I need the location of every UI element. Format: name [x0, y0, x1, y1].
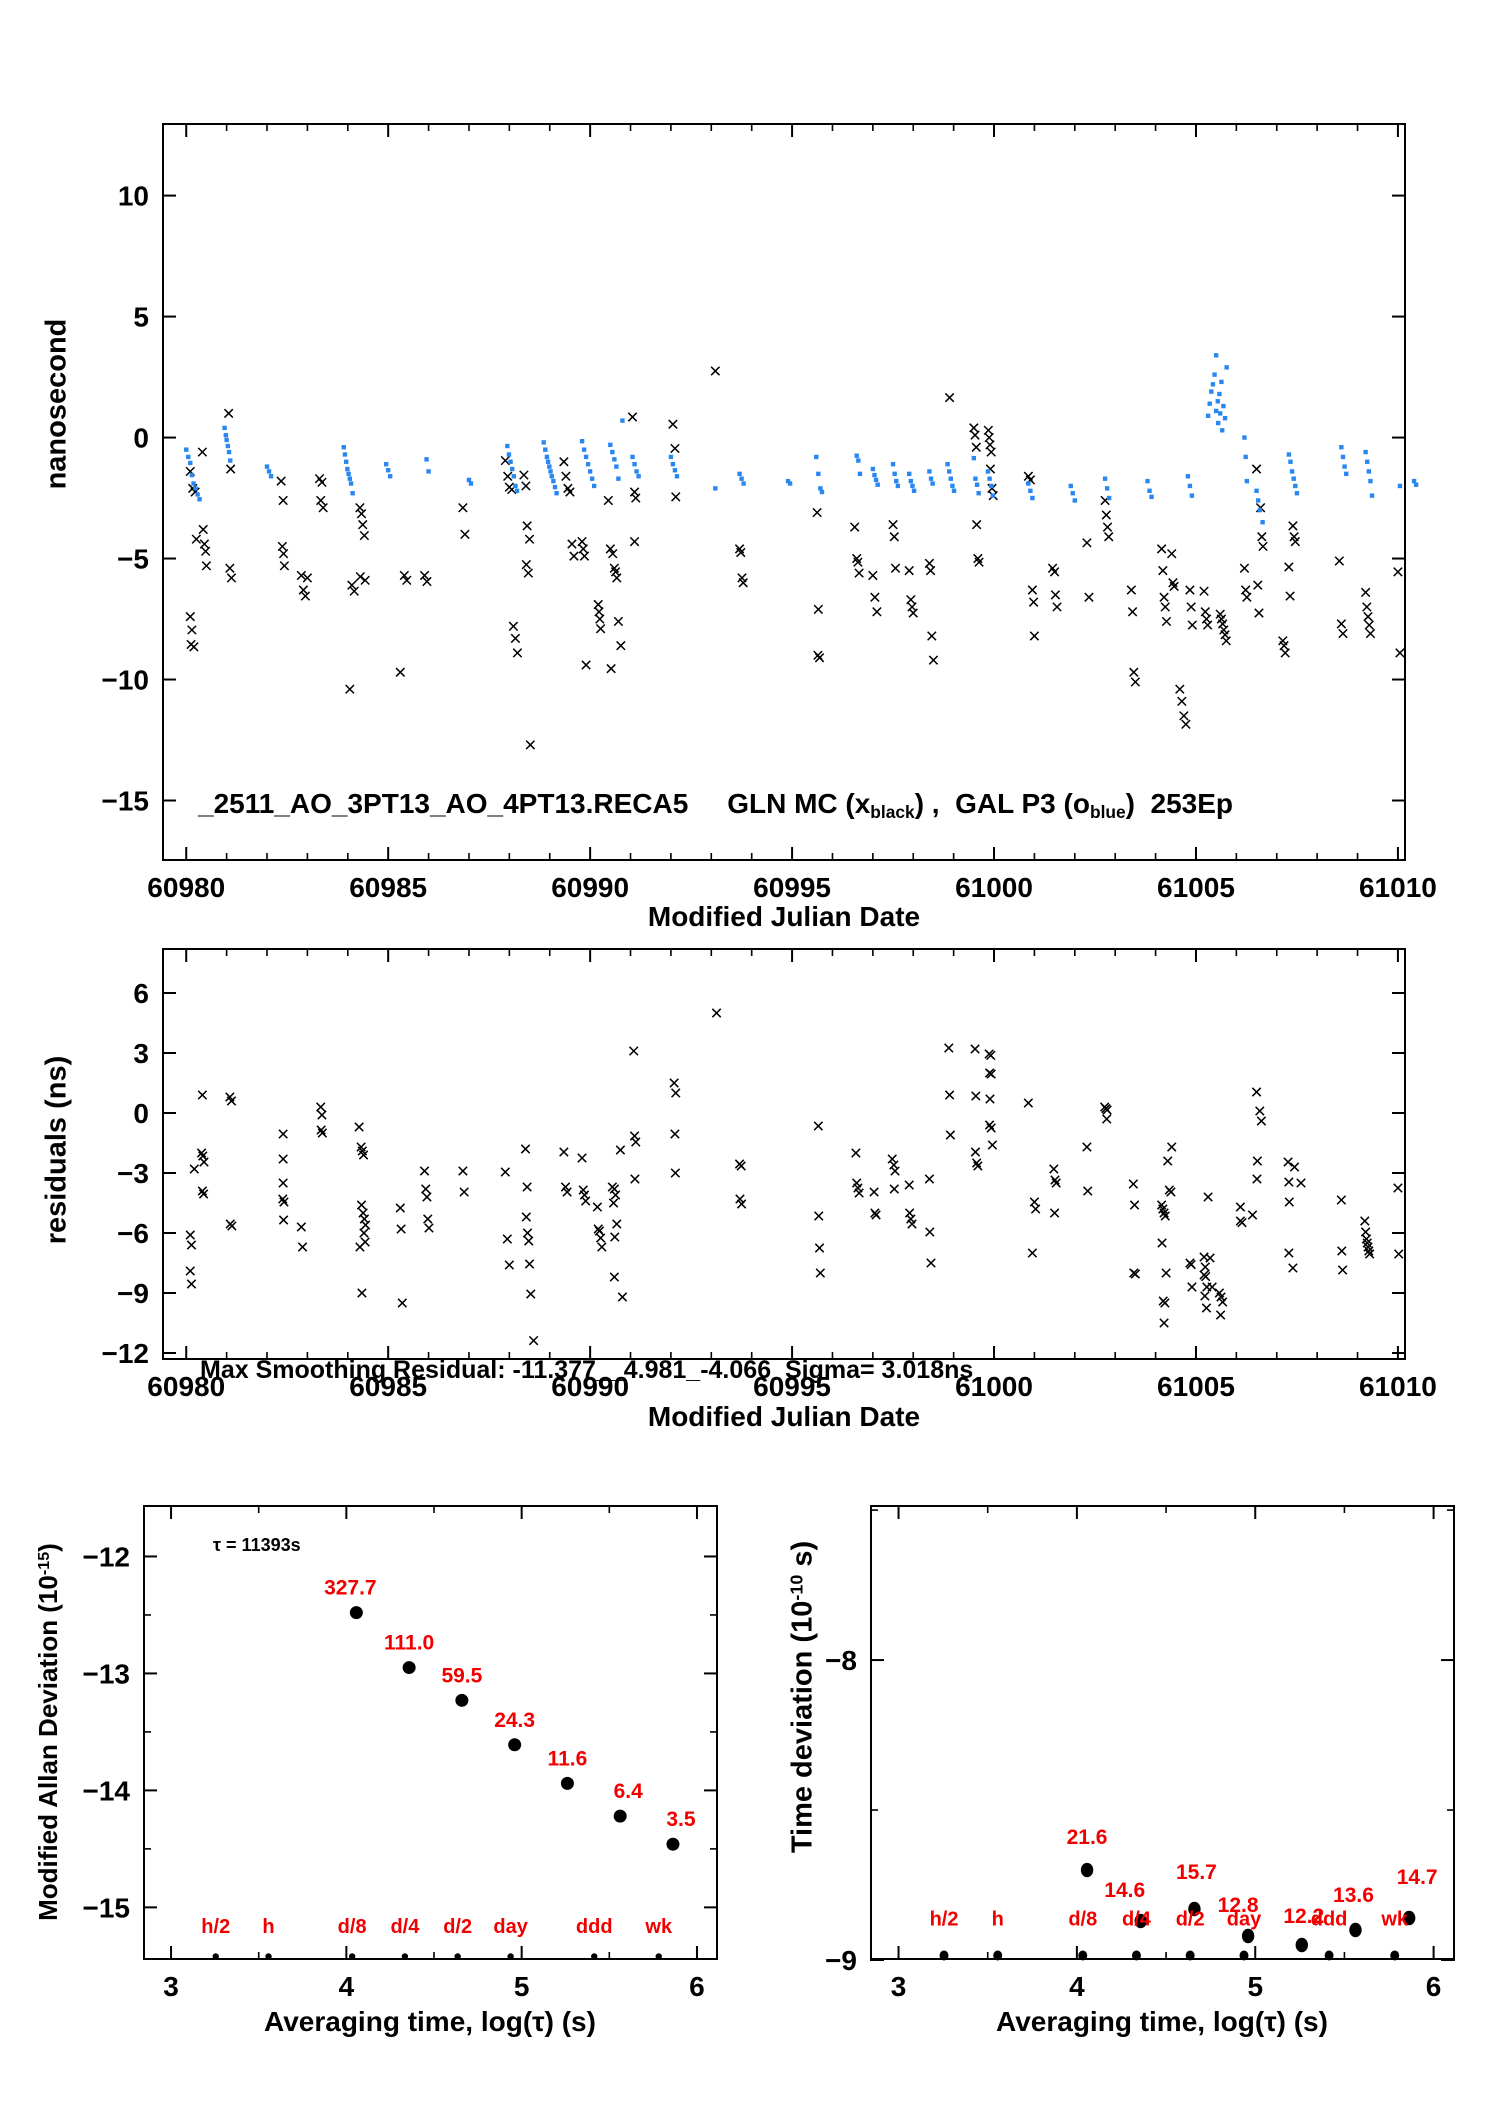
- svg-text:−9: −9: [117, 1278, 149, 1309]
- svg-text:0: 0: [133, 1098, 149, 1129]
- svg-text:61005: 61005: [1157, 872, 1235, 903]
- svg-text:wk: wk: [1380, 1909, 1409, 1931]
- svg-text:d/2: d/2: [1176, 1909, 1205, 1931]
- svg-text:3: 3: [163, 1971, 179, 2002]
- mdev-plot: 3 4 5 6 −12 −13 −14 −15 327.7 111.0 59.5 24.3 11.6 6.…: [83, 1505, 718, 2002]
- top-scatter-plot: 60980 60985 60990 60995 61000 61005 61010 10 5 0 −…: [102, 123, 1437, 903]
- svg-text:5: 5: [1247, 1971, 1263, 2002]
- svg-text:3.5: 3.5: [666, 1808, 696, 1831]
- svg-text:3: 3: [891, 1971, 907, 2002]
- svg-text:−12: −12: [83, 1541, 131, 1572]
- svg-text:0: 0: [133, 423, 149, 454]
- svg-text:−15: −15: [83, 1892, 131, 1923]
- svg-text:−9: −9: [825, 1945, 857, 1976]
- svg-text:−15: −15: [102, 786, 150, 817]
- svg-text:21.6: 21.6: [1067, 1826, 1108, 1849]
- svg-text:60990: 60990: [551, 1371, 629, 1402]
- svg-text:60980: 60980: [147, 872, 225, 903]
- residuals-plot: 60980 60985 60990 60995 61000 61005 61010 6 3 0 −3…: [102, 948, 1437, 1402]
- svg-text:111.0: 111.0: [384, 1632, 434, 1655]
- svg-text:6: 6: [689, 1971, 705, 2002]
- top-plot-title: _2511_AO_3PT13_AO_4PT13.RECA5 GLN MC (xb…: [198, 788, 1234, 822]
- svg-text:60985: 60985: [349, 872, 427, 903]
- mdev-y-axis-label: Modified Allan Deviation (10-15): [33, 1543, 63, 1921]
- svg-text:61000: 61000: [955, 1371, 1033, 1402]
- mdev-x-axis-label: Averaging time, log(τ) (s): [264, 2006, 596, 2037]
- svg-text:5: 5: [133, 302, 149, 333]
- svg-text:60985: 60985: [349, 1371, 427, 1402]
- svg-text:60980: 60980: [147, 1371, 225, 1402]
- svg-text:−12: −12: [102, 1338, 150, 1369]
- svg-text:12.2: 12.2: [1283, 1905, 1324, 1928]
- svg-text:3: 3: [133, 1038, 149, 1069]
- svg-text:−3: −3: [117, 1158, 149, 1189]
- svg-text:d/8: d/8: [338, 1916, 367, 1938]
- tdev-plot: 3 4 5 6 −8 −9 21.6 14.6 15.712.8 12.2 13.6 14.7 h/2 h…: [825, 1505, 1455, 2002]
- svg-text:61010: 61010: [1359, 872, 1437, 903]
- svg-text:−8: −8: [825, 1645, 857, 1676]
- tdev-x-axis-label: Averaging time, log(τ) (s): [996, 2006, 1328, 2037]
- svg-text:h: h: [992, 1909, 1004, 1931]
- svg-text:61005: 61005: [1157, 1371, 1235, 1402]
- svg-text:6: 6: [1426, 1971, 1442, 2002]
- svg-text:14.6: 14.6: [1104, 1879, 1145, 1902]
- mdev-tau-annotation: τ = 11393s: [213, 1535, 301, 1555]
- svg-text:60995: 60995: [753, 1371, 831, 1402]
- svg-text:day: day: [493, 1916, 528, 1938]
- svg-text:13.6: 13.6: [1333, 1884, 1374, 1907]
- svg-text:14.7: 14.7: [1397, 1866, 1438, 1889]
- svg-text:d/8: d/8: [1068, 1909, 1097, 1931]
- svg-text:h/2: h/2: [930, 1909, 959, 1931]
- svg-text:60995: 60995: [753, 872, 831, 903]
- svg-text:−10: −10: [102, 665, 150, 696]
- top-x-axis-label: Modified Julian Date: [647, 901, 921, 932]
- svg-text:h: h: [262, 1916, 274, 1938]
- svg-text:4: 4: [339, 1971, 355, 2002]
- svg-text:10: 10: [118, 181, 149, 212]
- svg-text:15.7: 15.7: [1176, 1861, 1217, 1884]
- svg-text:6.4: 6.4: [614, 1780, 644, 1803]
- top-y-axis-label: nanosecond: [40, 318, 73, 490]
- svg-text:wk: wk: [644, 1916, 673, 1938]
- svg-text:61010: 61010: [1359, 1371, 1437, 1402]
- svg-text:327.7: 327.7: [324, 1577, 377, 1600]
- residuals-y-axis-label: residuals (ns): [40, 1055, 73, 1245]
- svg-text:5: 5: [514, 1971, 530, 2002]
- svg-text:ddd: ddd: [576, 1916, 613, 1938]
- svg-text:d/2: d/2: [443, 1916, 472, 1938]
- residuals-annotation: Max Smoothing Residual: -11.377__4.981_-…: [200, 1356, 974, 1384]
- svg-text:ddd: ddd: [1311, 1909, 1348, 1931]
- svg-text:−13: −13: [83, 1658, 131, 1689]
- svg-text:−14: −14: [83, 1775, 131, 1806]
- svg-text:d/4: d/4: [390, 1916, 420, 1938]
- svg-text:11.6: 11.6: [548, 1747, 588, 1770]
- svg-text:4: 4: [1069, 1971, 1085, 2002]
- svg-text:h/2: h/2: [201, 1916, 230, 1938]
- svg-text:day: day: [1227, 1909, 1262, 1931]
- svg-text:−6: −6: [117, 1218, 149, 1249]
- svg-text:−5: −5: [117, 544, 149, 575]
- svg-text:24.3: 24.3: [494, 1709, 535, 1732]
- residuals-x-axis-label: Modified Julian Date: [647, 1401, 921, 1432]
- svg-text:61000: 61000: [955, 872, 1033, 903]
- svg-text:12.8: 12.8: [1218, 1894, 1259, 1917]
- svg-text:59.5: 59.5: [441, 1664, 482, 1687]
- svg-text:d/4: d/4: [1122, 1909, 1152, 1931]
- tdev-y-axis-label: Time deviation (10-10 s): [786, 1540, 819, 1854]
- svg-text:60990: 60990: [551, 872, 629, 903]
- svg-text:6: 6: [133, 978, 149, 1009]
